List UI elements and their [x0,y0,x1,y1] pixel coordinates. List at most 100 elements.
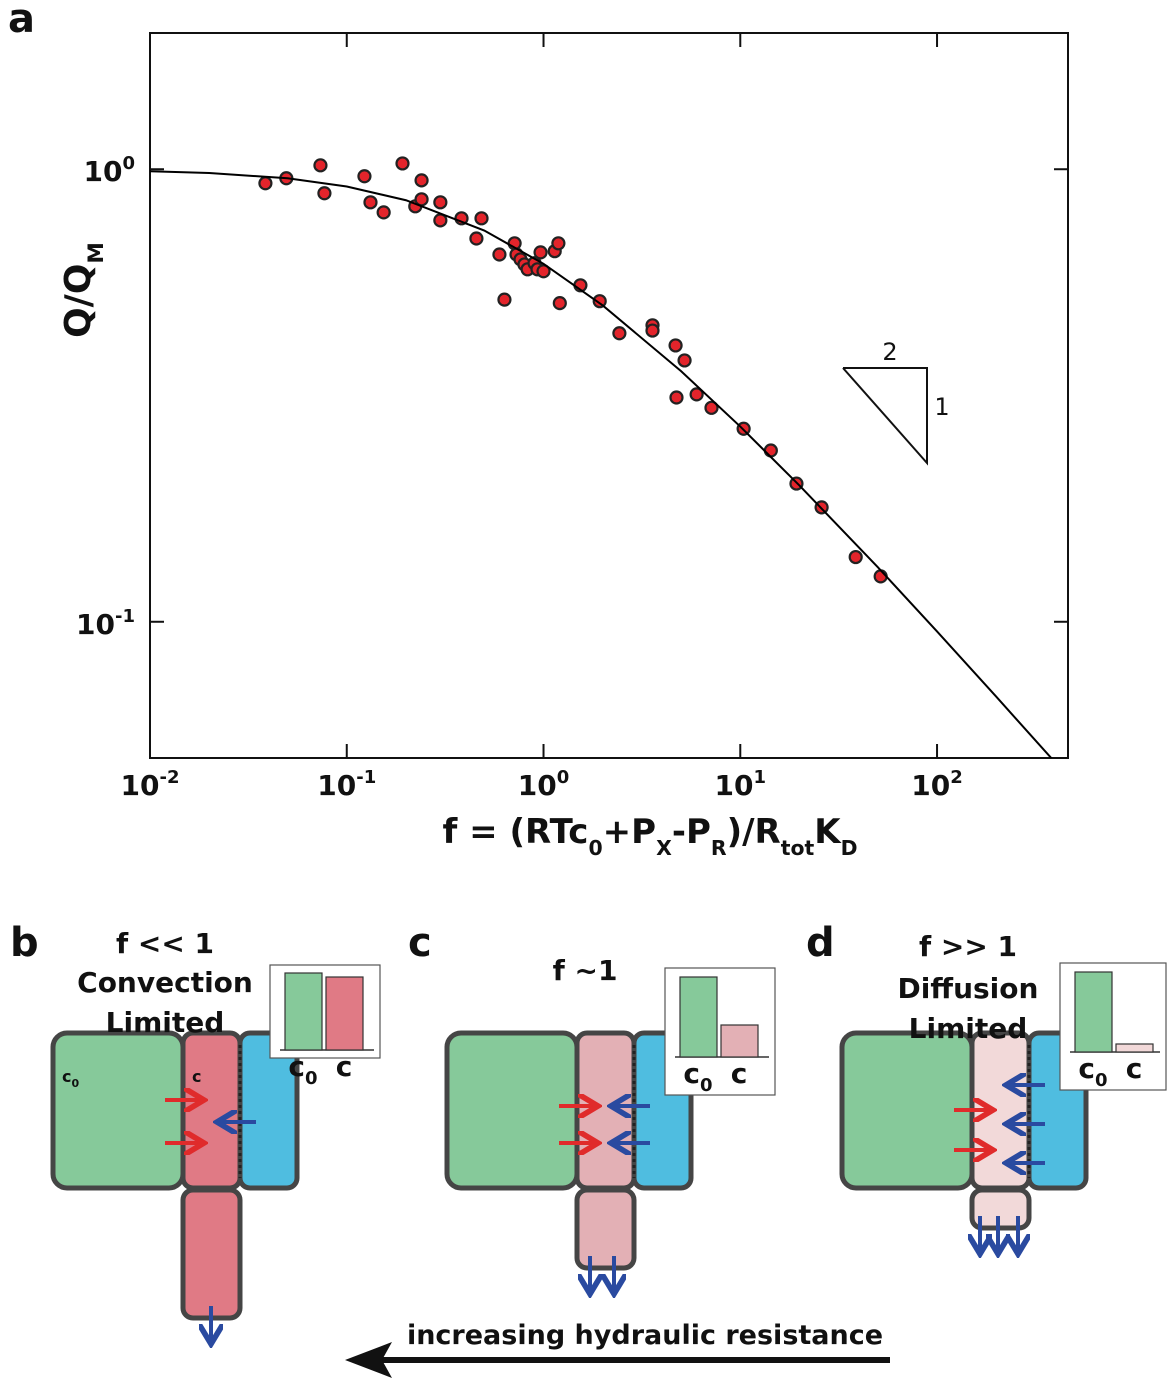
panel-label: d [806,920,835,966]
channel [180,1030,243,1191]
tick-label: 100 [518,767,570,802]
data-point [848,549,863,565]
chamber-label: c [192,1067,201,1086]
diagram-title: Diffusion [898,972,1039,1005]
data-point [645,323,660,338]
tick-base: 10 [715,769,754,802]
data-point [689,387,704,402]
tick-exp: -2 [159,767,179,788]
inset-bar [1115,1043,1154,1053]
reservoir [839,1030,975,1191]
x-axis-label-part: K [814,812,842,852]
data-point [313,158,328,173]
x-axis-label-part: X [656,836,672,860]
fit-curve [150,170,1053,758]
panel-label: c [408,920,432,966]
inset-bar [325,976,364,1051]
tick-base: 10 [317,769,356,802]
arrow-label: increasing hydraulic resistance [407,1320,883,1351]
data-point [363,195,378,210]
bar-label: c [1126,1052,1143,1085]
tick-label: 101 [715,767,767,802]
diagram-title: f >> 1 [919,930,1017,963]
data-point [376,205,391,220]
data-point [395,156,410,171]
chamber-label-text: c [62,1067,71,1086]
bar-label: c0 [1078,1052,1107,1091]
data-point [414,192,429,207]
data-point [497,292,512,307]
data-point [552,296,567,311]
bar-label-text: c [683,1057,700,1090]
diagram-title: Limited [909,1012,1028,1045]
x-axis-label-part: R [711,836,727,860]
tick-exp: 2 [950,767,963,788]
data-point [668,338,683,353]
data-point [414,173,429,188]
data-point [763,443,778,458]
bar-label-text: c [288,1050,305,1083]
chamber-label-text: c [192,1067,201,1086]
slope-label: 2 [882,338,897,366]
data-point [258,176,273,191]
reservoir [444,1030,580,1191]
slope-triangle [842,367,928,466]
tick-base: 10 [518,769,557,802]
data-point [317,186,332,201]
tick-label: 10-2 [121,767,180,802]
tick-exp: 0 [122,153,135,174]
tick-label: 10-1 [76,606,135,641]
x-axis-label-part: 0 [588,836,602,860]
tick-label: 10-1 [317,767,376,802]
panel-label: a [8,0,35,42]
y-axis-label-part: Q/Q [58,264,99,338]
data-point [551,236,566,251]
chamber-label-sub: 0 [71,1077,79,1090]
reservoir [50,1030,186,1191]
tick-base: 10 [84,155,123,188]
tick-base: 10 [121,769,160,802]
data-point [533,245,548,260]
channel [574,1030,637,1191]
data-point [669,390,684,405]
x-axis-label-part: tot [781,836,815,860]
data-point [592,294,607,309]
tick-label: 100 [84,153,136,188]
bar-label-text: c [1126,1052,1143,1085]
data-point [474,211,489,226]
data-point [612,326,627,341]
tick-exp: 1 [753,767,766,788]
x-axis-label-part: -P [672,812,711,852]
bar-label: c0 [288,1050,317,1089]
x-axis-label-part: +P [603,812,656,852]
data-point [433,195,448,210]
x-axis-label-part: )/R [727,812,781,852]
tick-base: 10 [76,608,115,641]
data-point [357,169,372,184]
x-axis-label-part: f = (RTc [442,812,588,852]
y-axis-label: Q/QM [58,242,109,338]
data-point [677,353,692,368]
bar-label: c [731,1057,748,1090]
inset-bar [720,1024,759,1058]
tube [180,1187,243,1321]
bar-label: c [336,1050,353,1083]
bar-label-sub: 0 [700,1075,713,1096]
diagram-title: Convection [77,966,253,999]
x-axis-label: f = (RTc0+PX-PR)/RtotKD [442,812,857,860]
panel-label: b [10,920,39,966]
inset-bar [1074,971,1113,1053]
slope-label: 1 [934,393,949,421]
bar-label: c0 [683,1057,712,1096]
tick-exp: 0 [557,767,570,788]
tick-exp: -1 [356,767,376,788]
data-point [469,231,484,246]
x-axis-label-part: D [841,836,858,860]
chamber-label: c0 [62,1067,79,1090]
diagram-title: f << 1 [116,927,214,960]
tick-label: 102 [911,767,963,802]
tick-exp: -1 [115,606,135,627]
diagram-title: f ~1 [553,954,618,987]
data-point [492,247,507,262]
